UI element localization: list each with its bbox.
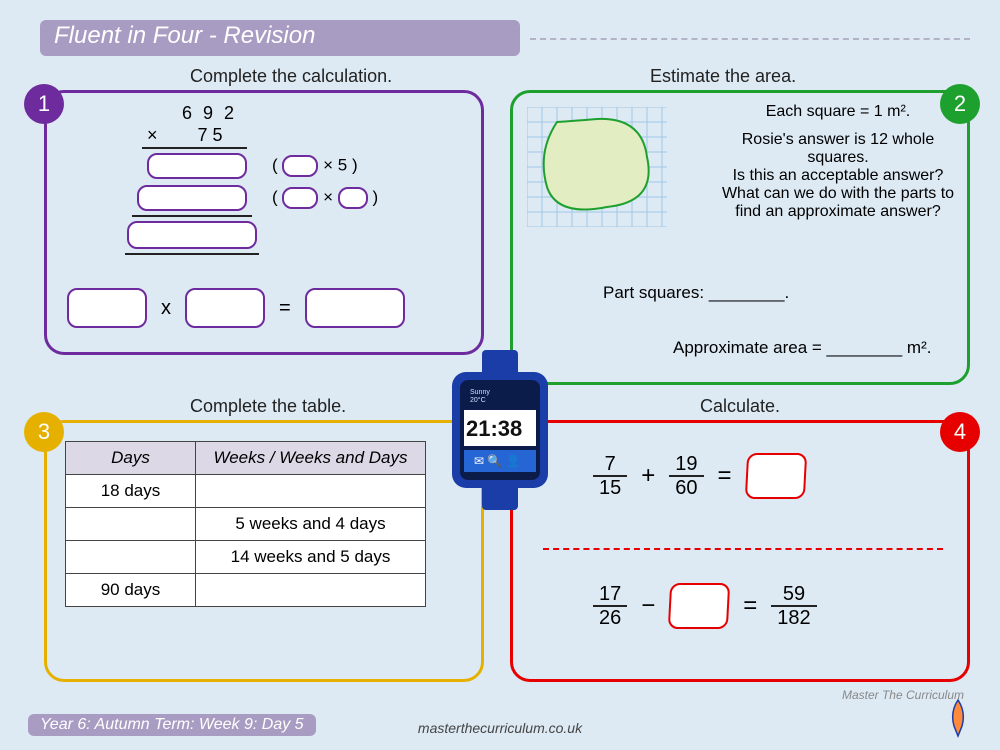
site-url: masterthecurriculum.co.uk — [418, 720, 582, 736]
hint1-box[interactable] — [282, 155, 318, 177]
divider — [530, 38, 970, 40]
multiplicand: 6 9 2 — [182, 103, 237, 124]
th-weeks: Weeks / Weeks and Days — [196, 442, 426, 475]
mult-row: × 7 5 — [147, 125, 223, 146]
badge-3: 3 — [24, 412, 64, 452]
approx-label: Approximate area = ________ m². — [673, 338, 931, 358]
svg-text:✉ 🔍 👤: ✉ 🔍 👤 — [474, 453, 521, 468]
hint1: ( × 5 ) — [272, 155, 358, 177]
svg-text:20°C: 20°C — [470, 396, 486, 404]
svg-text:Sunny: Sunny — [470, 389, 490, 396]
brand-logo-icon — [944, 698, 972, 738]
p2-l3: What can we do with the parts to — [713, 185, 963, 203]
days-table: Days Weeks / Weeks and Days 18 days 5 we… — [65, 441, 426, 607]
partial1-box[interactable] — [147, 153, 247, 179]
badge-1: 1 — [24, 84, 64, 124]
r2c0[interactable] — [66, 541, 196, 574]
panel-4: 715 + 1960 = 1726 − = 59182 — [510, 420, 970, 682]
partial2-box[interactable] — [137, 185, 247, 211]
panel-3: Days Weeks / Weeks and Days 18 days 5 we… — [44, 420, 484, 682]
p4-divider — [543, 548, 943, 550]
area-grid — [527, 107, 667, 227]
r0c0: 18 days — [66, 475, 196, 508]
sum-top-line — [132, 215, 252, 217]
p2-l4: find an approximate answer? — [713, 203, 963, 221]
eq2-missing[interactable] — [668, 583, 730, 629]
panel2-prompt: Estimate the area. — [650, 66, 796, 87]
total-box[interactable] — [127, 221, 257, 249]
p2-l1: Rosie's answer is 12 whole squares. — [713, 131, 963, 167]
th-days: Days — [66, 442, 196, 475]
panel4-prompt: Calculate. — [700, 396, 780, 417]
eq2: 1726 − = 59182 — [593, 583, 817, 629]
r0c1[interactable] — [196, 475, 426, 508]
badge-4: 4 — [940, 412, 980, 452]
smartwatch: Sunny 20°C ✉ 🔍 👤 21:38 — [440, 350, 560, 510]
eq1-answer[interactable] — [744, 453, 806, 499]
watch-time: 21:38 — [466, 416, 522, 442]
title-bar: Fluent in Four - Revision — [40, 20, 520, 56]
eq1: 715 + 1960 = — [593, 453, 806, 499]
panel1-prompt: Complete the calculation. — [190, 66, 392, 87]
p2-l2: Is this an acceptable answer? — [713, 167, 963, 185]
hint2-box1[interactable] — [282, 187, 318, 209]
r2c1: 14 weeks and 5 days — [196, 541, 426, 574]
footer-tag: Year 6: Autumn Term: Week 9: Day 5 — [28, 714, 316, 736]
sum-bottom-line — [125, 253, 259, 255]
mult-line — [142, 147, 247, 149]
panel-2: Each square = 1 m². Rosie's answer is 12… — [510, 90, 970, 385]
r3c1[interactable] — [196, 574, 426, 607]
r1c1: 5 weeks and 4 days — [196, 508, 426, 541]
hint2-box2[interactable] — [338, 187, 368, 209]
p2-l0: Each square = 1 m². — [713, 103, 963, 121]
sent-a[interactable] — [67, 288, 147, 328]
r1c0[interactable] — [66, 508, 196, 541]
sent-c[interactable] — [305, 288, 405, 328]
badge-2: 2 — [940, 84, 980, 124]
r3c0: 90 days — [66, 574, 196, 607]
sent-b[interactable] — [185, 288, 265, 328]
hint2: ( × ) — [272, 187, 378, 209]
panel-1: 6 9 2 × 7 5 ( × 5 ) ( × ) x = — [44, 90, 484, 355]
p2-text: Each square = 1 m². Rosie's answer is 12… — [713, 103, 963, 221]
sentence: x = — [67, 288, 405, 328]
part-squares-label: Part squares: ________. — [603, 283, 789, 303]
panel3-prompt: Complete the table. — [190, 396, 346, 417]
